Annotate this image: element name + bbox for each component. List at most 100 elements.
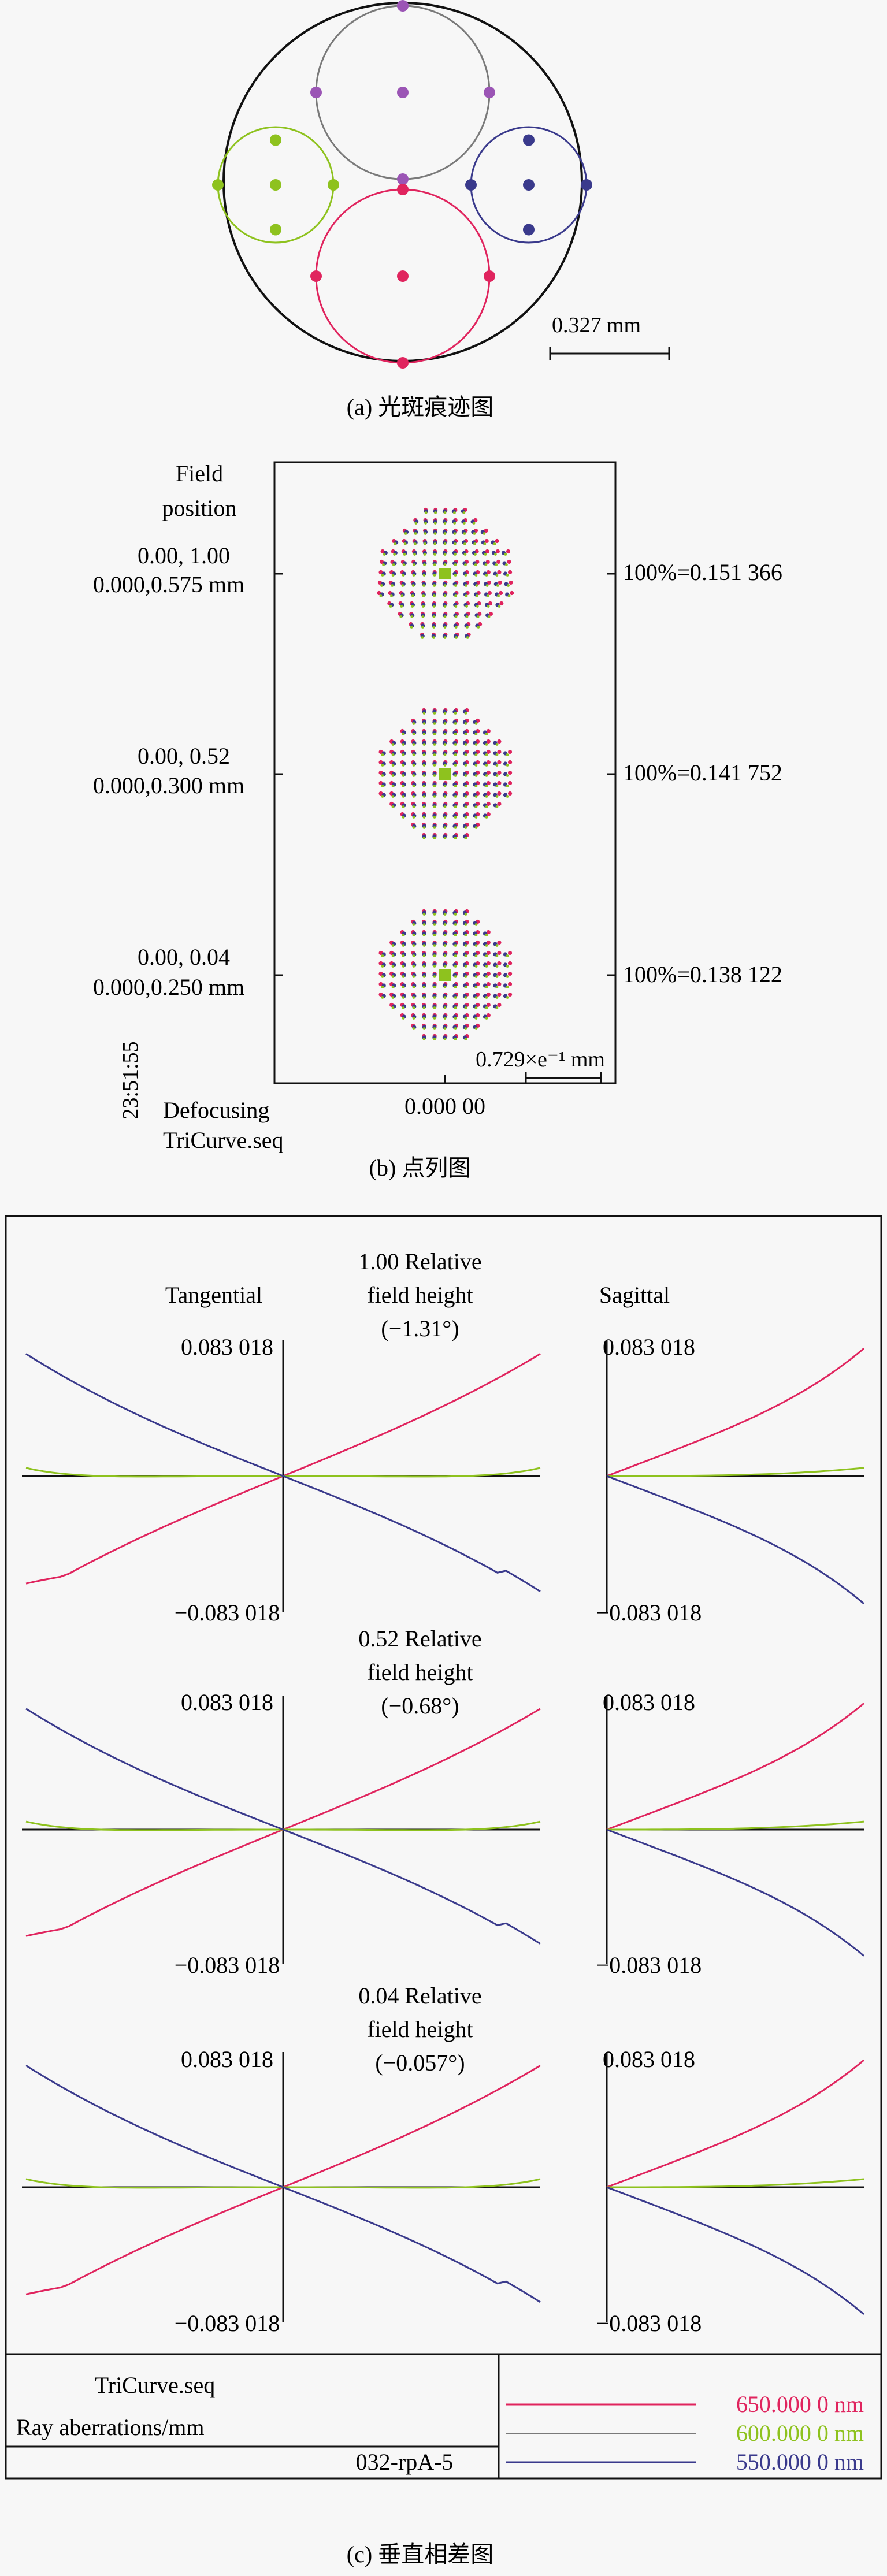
spot-1-296: [400, 605, 403, 608]
spot-3-68: [402, 944, 405, 947]
spot-3-285: [497, 992, 502, 997]
spot-1-386: [466, 636, 469, 639]
spot-3-93: [497, 940, 502, 945]
spot-1-311: [454, 605, 458, 608]
spot-3-44: [422, 934, 426, 936]
sag-curve-600-1: [607, 1467, 864, 1477]
spot-2-176: [381, 774, 384, 777]
spot-1-243: [487, 580, 491, 585]
spot-2-218: [391, 785, 395, 787]
spot-3-101: [391, 954, 395, 957]
row2-field-line1: 0.52 Relative: [358, 1626, 481, 1652]
spot-1-338: [443, 615, 447, 618]
spot-2-53: [454, 733, 457, 735]
spot-2-248: [495, 785, 499, 787]
spot-3-129: [497, 950, 502, 956]
row1-field-line3: (−1.31°): [381, 1315, 459, 1341]
spot-3-128: [485, 954, 488, 957]
spot-3-308: [443, 1006, 447, 1009]
spot-2-173: [506, 764, 509, 767]
spot-1-293: [389, 605, 392, 608]
spot-1-158: [454, 563, 457, 566]
spot-1-344: [465, 615, 469, 618]
spot-2-80: [443, 743, 447, 746]
row2-field-line3: (−0.68°): [381, 1693, 459, 1719]
row3-field-line3: (−0.057°): [375, 2050, 465, 2076]
spot-3-116: [443, 954, 447, 957]
spot-2-168: [497, 760, 502, 765]
spot-3-11: [454, 913, 457, 916]
field-header-1: Field: [176, 460, 223, 486]
sagittal-label: Sagittal: [599, 1282, 670, 1308]
spot-3-210: [507, 971, 513, 976]
spot-2-161: [464, 764, 467, 767]
spot-3-171: [507, 961, 513, 966]
row1-tan-ymax: 0.083 018: [181, 1334, 273, 1360]
spot-2-11: [454, 712, 457, 715]
spot-3-191: [433, 975, 436, 978]
spot-3-348: [486, 1013, 491, 1018]
spot-3-71: [412, 944, 415, 947]
spot-3-284: [485, 996, 488, 999]
spot-1-251: [507, 584, 510, 587]
aberration-frame: [5, 1215, 882, 2480]
spot-1-131: [494, 553, 497, 556]
spot-1-350: [487, 615, 491, 618]
spot-1-47: [433, 532, 437, 535]
spot-1-359: [432, 626, 436, 629]
spot-2-287: [495, 795, 499, 798]
spot-3-257: [391, 996, 395, 999]
spot-2-353: [412, 826, 415, 829]
spot-3-134: [506, 954, 509, 957]
spot-3-204: [486, 971, 491, 976]
spot-2-204: [486, 770, 491, 775]
spot-3-59: [474, 934, 478, 936]
spot-3-260: [402, 996, 405, 999]
spot-1-207: [497, 570, 502, 575]
spot-3-278: [464, 996, 467, 999]
sag-curve-650-1: [606, 1347, 864, 1477]
spot-3-188: [422, 975, 426, 978]
spot-2-242: [474, 785, 478, 787]
spot-1-182: [402, 574, 405, 577]
spot-2-302: [422, 805, 426, 808]
spot-3-296: [402, 1006, 405, 1009]
spot-2-167: [485, 764, 488, 767]
spot-1-380: [443, 636, 447, 639]
spot-3-62: [485, 934, 488, 936]
spot-3-chief-ray: [439, 969, 451, 981]
spot-3-209: [495, 975, 499, 978]
spot-1-257: [390, 594, 393, 597]
spot-2-290: [506, 795, 509, 798]
row2-tan-ymin: −0.083 018: [175, 1952, 280, 1978]
spot-2-254: [381, 795, 384, 798]
spot-1-356: [421, 626, 424, 629]
spot-2-227: [422, 785, 426, 787]
spot-1-179: [391, 574, 395, 577]
spot-1-44: [424, 532, 427, 535]
spot-3-266: [422, 996, 426, 999]
spot-1-65: [394, 542, 397, 545]
footprint-dot-bottom-4: [484, 270, 495, 282]
row3-tan-ymin: −0.083 018: [175, 2310, 280, 2336]
spot-3-161: [464, 965, 467, 968]
spot-3-347: [474, 1017, 478, 1020]
spot-3-60: [486, 930, 491, 935]
spot-2-101: [391, 753, 395, 756]
spot-2-308: [443, 805, 447, 808]
spot-1-59: [473, 532, 476, 535]
spot-2-155: [443, 764, 447, 767]
spot-1-323: [498, 605, 501, 608]
spot-1-17: [414, 522, 418, 525]
spot-2-chief-ray: [439, 768, 451, 780]
spot-2-260: [402, 795, 405, 798]
spot-3-95: [495, 944, 499, 947]
spot-3-126: [486, 950, 491, 956]
field-coord-2: 0.00, 0.52: [138, 743, 230, 769]
spot-2-44: [422, 733, 426, 735]
spot-1-113: [433, 553, 436, 556]
spot-1-95: [493, 542, 496, 545]
spot-2-368: [464, 826, 467, 829]
spot-3-77: [433, 944, 436, 947]
